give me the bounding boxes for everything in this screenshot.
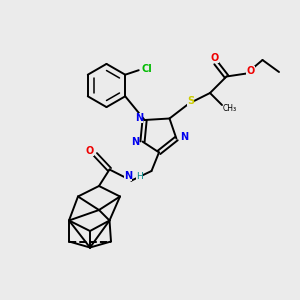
Text: N: N xyxy=(124,171,132,181)
Text: O: O xyxy=(246,66,255,76)
Text: N: N xyxy=(131,137,139,147)
Text: O: O xyxy=(86,146,94,156)
Text: N: N xyxy=(135,113,143,123)
Text: O: O xyxy=(211,53,219,64)
Text: N: N xyxy=(180,132,188,142)
Text: S: S xyxy=(187,95,194,106)
Text: Cl: Cl xyxy=(142,64,152,74)
Text: CH₃: CH₃ xyxy=(223,104,237,113)
Text: H: H xyxy=(136,172,143,181)
